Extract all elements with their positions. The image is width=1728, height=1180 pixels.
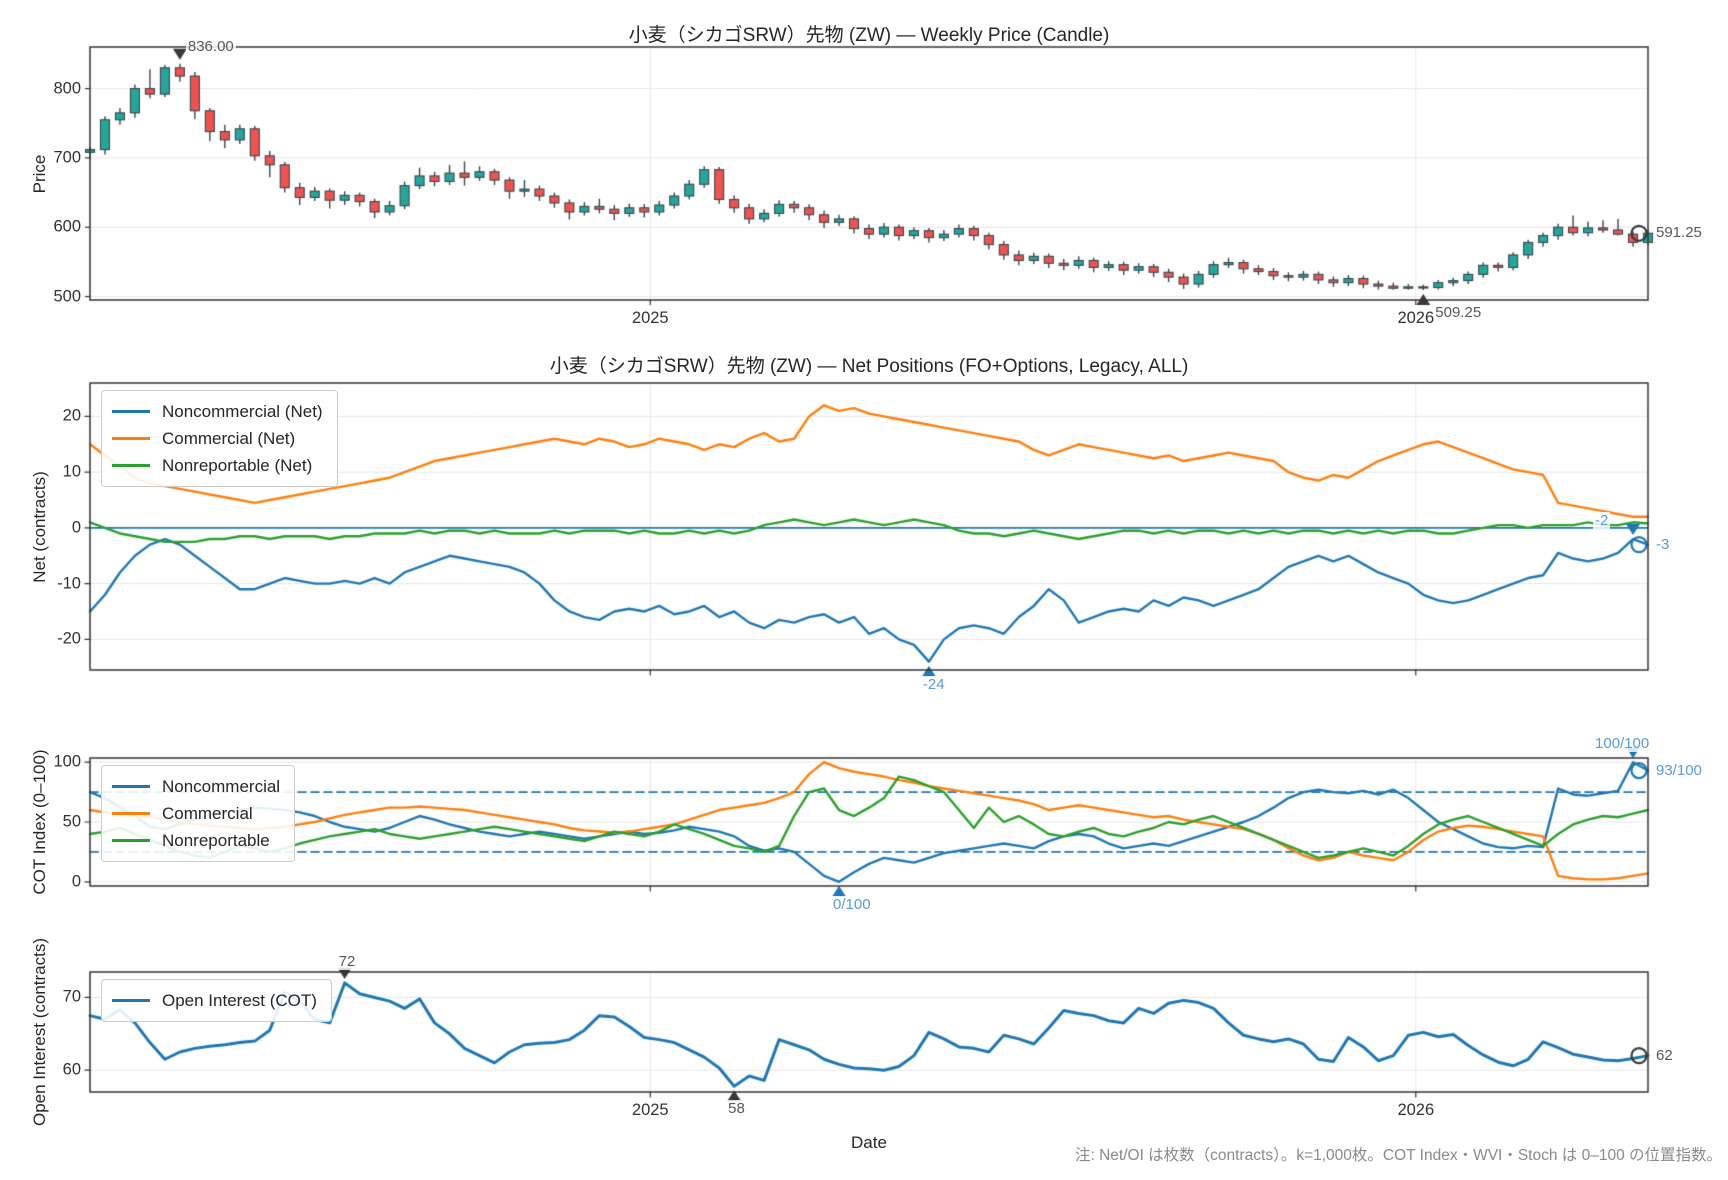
annotation-last-label: 62 [1654,1046,1675,1064]
annotation-max-label: -2 [1593,512,1611,530]
y-tick-label: 20 [62,406,81,425]
legend-item-label: Nonreportable [162,830,270,850]
x-tick-label: 2025 [631,309,669,327]
y-tick-label: 70 [62,987,81,1006]
net-y-axis-label: Net (contracts) [30,471,49,583]
y-tick-label: 60 [62,1060,81,1079]
annotation-min-label: -24 [920,675,947,693]
x-tick-label: 2025 [631,1101,669,1119]
legend-item: Commercial (Net) [112,425,323,452]
y-tick-label: -10 [57,574,81,593]
legend-line-swatch [112,839,150,842]
legend-line-swatch [112,437,150,440]
legend-line-swatch [112,785,150,788]
annotation-last-label: 591.25 [1654,224,1704,242]
legend-line-swatch [112,812,150,815]
y-tick-label: -20 [57,629,81,648]
annotation-max-label: 836.00 [185,37,236,55]
legend-line-swatch [112,410,150,413]
annotation-max-label: 100/100 [1593,735,1652,753]
legend-item: Open Interest (COT) [112,987,317,1014]
cot-index-y-axis-label: COT Index (0–100) [30,749,49,895]
y-tick-label: 100 [53,752,81,771]
open-interest-y-axis-label: Open Interest (contracts) [30,937,49,1127]
legend-item-label: Noncommercial [162,776,281,796]
y-tick-label: 700 [53,148,81,167]
legend: Open Interest (COT) [101,979,332,1022]
net-positions-panel-title: 小麦（シカゴSRW）先物 (ZW) — Net Positions (FO+Op… [549,356,1189,377]
y-tick-label: 10 [62,462,81,481]
x-tick-label: 2026 [1397,1101,1435,1119]
y-tick-label: 500 [53,287,81,306]
x-axis-label: Date [851,1133,887,1152]
legend-item: Commercial [112,800,280,827]
annotation-last-label: -3 [1654,535,1672,553]
legend-item-label: Commercial [162,803,253,823]
y-tick-label: 0 [71,872,81,891]
annotation-max-label: 72 [336,952,358,971]
annotation-min-label: 58 [726,1100,747,1118]
y-tick-label: 0 [71,518,81,537]
legend-item-label: Nonreportable (Net) [162,455,313,475]
legend: Noncommercial Commercial Nonreportable [101,765,296,862]
y-tick-label: 800 [53,79,81,98]
legend-item-label: Noncommercial (Net) [162,401,323,421]
y-tick-label: 50 [62,812,81,831]
price-y-axis-label: Price [30,154,49,194]
price-panel-title: 小麦（シカゴSRW）先物 (ZW) — Weekly Price (Candle… [628,25,1110,46]
annotation-last-label: 93/100 [1654,761,1704,779]
y-tick-label: 600 [53,217,81,236]
legend-item-label: Commercial (Net) [162,428,296,448]
legend-item-label: Open Interest (COT) [162,990,317,1010]
legend: Noncommercial (Net) Commercial (Net) Nonre… [101,390,338,487]
legend-item: Nonreportable (Net) [112,452,323,479]
footnote: 注: Net/OI は枚数（contracts）。k=1,000枚。COT In… [1074,1147,1722,1164]
annotation-min-label: 509.25 [1433,304,1484,322]
legend-item: Noncommercial (Net) [112,398,323,425]
x-tick-label: 2026 [1397,309,1435,327]
legend-item: Noncommercial [112,773,280,800]
legend-line-swatch [112,464,150,467]
legend-line-swatch [112,999,150,1002]
annotation-min-label: 0/100 [831,895,873,914]
legend-item: Nonreportable [112,827,280,854]
